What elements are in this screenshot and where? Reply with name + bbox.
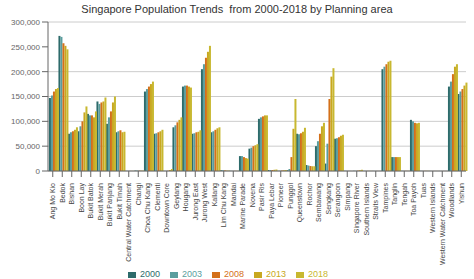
svg-text:Yishun: Yishun	[458, 183, 465, 204]
svg-text:Bishan: Bishan	[68, 183, 75, 205]
svg-text:Marine Parade: Marine Parade	[239, 183, 246, 229]
svg-text:Tampines: Tampines	[382, 183, 390, 213]
svg-text:300,000: 300,000	[11, 18, 40, 27]
html-text:2003: 2003	[182, 269, 202, 279]
svg-text:Downtown Core: Downtown Core	[163, 183, 170, 233]
svg-text:Jurong West: Jurong West	[201, 183, 209, 222]
svg-text:Sembawang: Sembawang	[315, 183, 323, 222]
svg-text:Straits View: Straits View	[372, 182, 379, 220]
svg-text:Bukit Panjang: Bukit Panjang	[106, 183, 114, 226]
svg-text:Paya Lebar: Paya Lebar	[268, 182, 276, 218]
html-text:2008: 2008	[224, 269, 244, 279]
svg-text:Bedok: Bedok	[59, 183, 66, 203]
svg-text:Ang Mo Kio: Ang Mo Kio	[49, 183, 57, 219]
svg-text:Jurong East: Jurong East	[192, 183, 200, 220]
html-text:Singapore Population Trends fr: Singapore Population Trends from 2000-20…	[81, 3, 393, 15]
svg-text:Tengah: Tengah	[401, 183, 409, 206]
svg-text:Toa Payoh: Toa Payoh	[410, 183, 418, 216]
svg-text:Western Islands: Western Islands	[429, 183, 436, 234]
svg-text:Queenstown: Queenstown	[296, 183, 304, 222]
svg-text:Kallang: Kallang	[211, 183, 219, 206]
svg-text:0: 0	[36, 167, 41, 176]
svg-text:Pasir Ris: Pasir Ris	[258, 183, 265, 212]
svg-text:Lim Chu Kang: Lim Chu Kang	[220, 183, 228, 227]
svg-text:Serangoon: Serangoon	[334, 183, 342, 217]
html-text:2013: 2013	[266, 269, 286, 279]
svg-text:Southern Islands: Southern Islands	[363, 183, 370, 236]
svg-text:Western Water Catchment: Western Water Catchment	[439, 183, 446, 265]
svg-text:200,000: 200,000	[11, 68, 40, 77]
svg-text:250,000: 250,000	[11, 43, 40, 52]
svg-text:Changi: Changi	[135, 183, 143, 206]
svg-text:Tanglin: Tanglin	[391, 183, 399, 205]
html-text:2000: 2000	[139, 269, 160, 279]
svg-text:Singapore River: Singapore River	[353, 182, 361, 233]
svg-text:Mandai: Mandai	[230, 183, 237, 206]
svg-text:Pioneer: Pioneer	[277, 182, 284, 207]
svg-text:50,000: 50,000	[16, 142, 41, 151]
svg-text:Bukit Timah: Bukit Timah	[116, 183, 123, 220]
svg-text:Boon Lay: Boon Lay	[78, 183, 86, 213]
svg-text:150,000: 150,000	[11, 92, 40, 101]
svg-text:Bukit Batok: Bukit Batok	[87, 183, 94, 219]
html-text:2018: 2018	[308, 269, 329, 279]
svg-text:Simpang: Simpang	[344, 183, 352, 211]
svg-text:Tuas: Tuas	[420, 183, 427, 199]
svg-text:Rochor: Rochor	[306, 182, 313, 205]
svg-text:Bukit Merah: Bukit Merah	[97, 183, 104, 220]
svg-text:Hougang: Hougang	[182, 183, 190, 212]
svg-text:Punggol: Punggol	[287, 183, 295, 209]
svg-text:Woodlands: Woodlands	[448, 183, 455, 218]
svg-text:Choa Chu Kang: Choa Chu Kang	[144, 183, 152, 233]
svg-text:Clementi: Clementi	[154, 183, 161, 211]
svg-text:Central Water Catchment: Central Water Catchment	[125, 183, 132, 262]
svg-text:Sengkang: Sengkang	[325, 183, 333, 215]
svg-text:100,000: 100,000	[11, 117, 40, 126]
svg-text:Geylang: Geylang	[173, 183, 181, 209]
svg-text:Novena: Novena	[249, 183, 256, 207]
